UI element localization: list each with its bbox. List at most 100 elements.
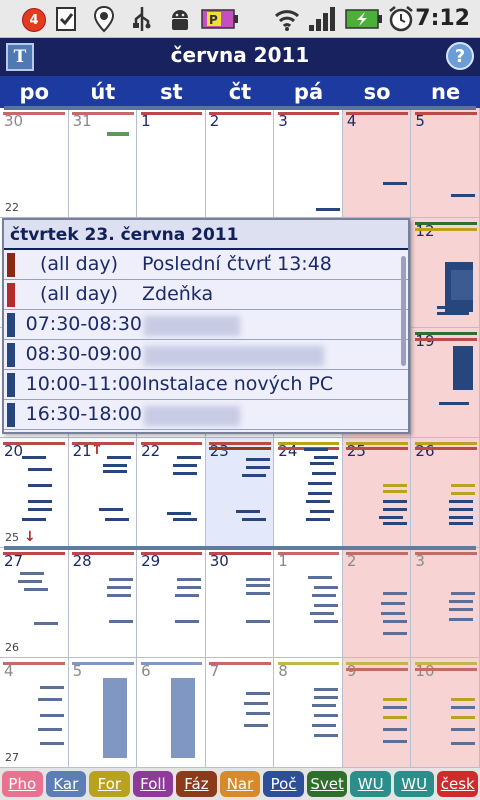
- day-cell[interactable]: 1: [274, 548, 343, 658]
- calendar-tab[interactable]: WU: [393, 771, 435, 797]
- event-bar: [414, 662, 477, 665]
- day-cell[interactable]: 4 27: [0, 658, 69, 768]
- popup-event-row[interactable]: (all day) Zdeňka: [4, 280, 408, 310]
- alarm-clock-icon[interactable]: [386, 4, 416, 34]
- day-cell[interactable]: 6: [137, 658, 206, 768]
- event-indicator: [245, 584, 270, 587]
- event-indicator: [306, 500, 331, 503]
- status-bar: 4 P 7:12: [0, 0, 480, 38]
- help-icon[interactable]: ?: [446, 42, 474, 70]
- day-number: 10: [415, 662, 435, 680]
- day-cell[interactable]: 3: [274, 108, 343, 218]
- event-indicator: [173, 464, 198, 467]
- event-time: 10:00-11:00: [25, 373, 142, 395]
- day-number: 21: [72, 442, 92, 460]
- event-bar: [414, 332, 477, 335]
- event-color-marker: [7, 253, 15, 277]
- event-indicator: [451, 592, 476, 595]
- day-number: 22: [141, 442, 161, 460]
- event-bar: [277, 662, 340, 665]
- day-cell[interactable]: 25: [342, 438, 412, 548]
- calendar-tab[interactable]: Kar: [45, 771, 87, 797]
- calendar-tab[interactable]: Svet: [306, 771, 348, 797]
- day-cell[interactable]: 3: [411, 548, 480, 658]
- event-indicator: [310, 612, 335, 615]
- calendar-tab[interactable]: Fáz: [176, 771, 217, 797]
- day-cell[interactable]: 31: [68, 108, 138, 218]
- day-cell[interactable]: 1: [137, 108, 206, 218]
- event-indicator: [314, 734, 339, 737]
- day-cell[interactable]: 30: [205, 548, 275, 658]
- day-cell[interactable]: 29: [137, 548, 206, 658]
- wifi-icon[interactable]: [272, 4, 302, 34]
- event-color-marker: [7, 343, 15, 367]
- day-cell[interactable]: 5: [68, 658, 138, 768]
- calendar-tab[interactable]: WU: [350, 771, 391, 797]
- day-cell[interactable]: 23: [205, 438, 275, 548]
- task-check-icon[interactable]: [52, 4, 80, 34]
- event-indicator: [175, 594, 200, 597]
- day-cell[interactable]: 22: [137, 438, 206, 548]
- day-number: 5: [72, 662, 83, 680]
- event-bar: [346, 662, 408, 665]
- event-bar: [414, 338, 477, 341]
- event-bar: [72, 112, 134, 115]
- month-title[interactable]: června 2011: [170, 43, 310, 67]
- day-cell[interactable]: 4: [342, 108, 412, 218]
- today-button[interactable]: T: [6, 43, 34, 71]
- day-cell[interactable]: 9: [342, 658, 412, 768]
- event-time: 07:30-08:30: [25, 313, 142, 335]
- battery-plugin-icon[interactable]: P: [200, 4, 240, 34]
- signal-icon[interactable]: [306, 4, 340, 34]
- event-indicator: [382, 490, 407, 493]
- weekday-label: st: [160, 80, 183, 104]
- usb-icon[interactable]: [128, 4, 156, 34]
- calendar-tab[interactable]: Foll: [132, 771, 174, 797]
- location-pin-icon[interactable]: [90, 4, 118, 34]
- event-bar: [209, 662, 271, 665]
- popup-event-row[interactable]: 10:00-11:00 Instalace nových PC: [4, 370, 408, 400]
- day-cell[interactable]: 21 ↑: [68, 438, 138, 548]
- event-indicator: [451, 194, 476, 197]
- event-bar: [414, 112, 477, 115]
- event-indicator: [304, 448, 329, 451]
- week-marker-icon: ↓: [24, 529, 36, 545]
- blurred-event-title: [144, 316, 240, 336]
- notification-badge-icon[interactable]: 4: [22, 8, 46, 32]
- calendar-tab[interactable]: Poč: [263, 771, 304, 797]
- day-cell[interactable]: 27 26: [0, 548, 69, 658]
- event-indicator: [243, 724, 268, 727]
- event-bar: [209, 442, 271, 445]
- calendar-tab[interactable]: Nar: [219, 771, 261, 797]
- calendar-tab[interactable]: Pho: [2, 771, 43, 797]
- battery-charging-icon[interactable]: [344, 4, 384, 34]
- popup-event-row[interactable]: 07:30-08:30: [4, 310, 408, 340]
- popup-event-row[interactable]: 08:30-09:00: [4, 340, 408, 370]
- day-cell[interactable]: 5: [411, 108, 480, 218]
- day-cell[interactable]: 20 25 ↓: [0, 438, 69, 548]
- event-bar: [3, 662, 66, 665]
- day-cell[interactable]: 7: [205, 658, 275, 768]
- event-bar: [414, 442, 477, 445]
- day-cell[interactable]: 8: [274, 658, 343, 768]
- day-cell[interactable]: 10: [411, 658, 480, 768]
- popup-event-row[interactable]: (all day) Poslední čtvrť 13:48: [4, 250, 408, 280]
- event-bar: [3, 552, 66, 555]
- popup-event-row[interactable]: 16:30-18:00: [4, 400, 408, 430]
- event-bar: [140, 552, 203, 555]
- event-indicator: [382, 500, 407, 503]
- event-indicator: [312, 704, 337, 707]
- event-indicator: [449, 600, 474, 603]
- event-bar: [140, 662, 203, 665]
- day-cell[interactable]: 2: [205, 108, 275, 218]
- calendar-tab[interactable]: česk: [437, 771, 479, 797]
- popup-scrollbar[interactable]: [401, 256, 406, 366]
- day-cell[interactable]: 30 22: [0, 108, 69, 218]
- day-events-popup[interactable]: čtvrtek 23. června 2011 (all day) Posledn…: [2, 218, 410, 434]
- event-indicator: [245, 592, 270, 595]
- android-debug-icon[interactable]: [166, 4, 194, 34]
- day-cell[interactable]: 28: [68, 548, 138, 658]
- month-grid: 3022311234562378910111213241415161718192…: [0, 106, 480, 768]
- calendar-tab[interactable]: For: [89, 771, 130, 797]
- event-indicator: [108, 578, 133, 581]
